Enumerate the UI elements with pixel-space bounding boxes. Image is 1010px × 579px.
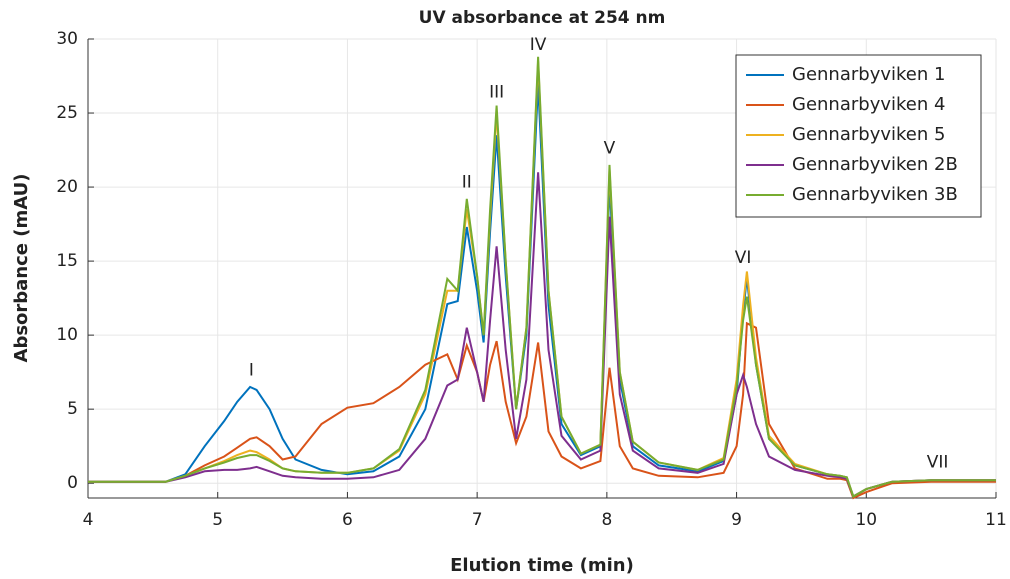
x-tick-label: 11 (985, 510, 1007, 530)
chart-title: UV absorbance at 254 nm (419, 8, 666, 28)
legend-label: Gennarbyviken 5 (792, 124, 945, 145)
series-line (88, 56, 996, 498)
x-tick-label: 8 (601, 510, 612, 530)
x-tick-label: 7 (472, 510, 483, 530)
peak-label: V (604, 139, 616, 159)
y-tick-label: 15 (56, 251, 78, 271)
peak-label: III (489, 82, 504, 102)
y-tick-label: 30 (56, 29, 78, 49)
x-axis-label: Elution time (min) (450, 555, 634, 576)
x-tick-label: 5 (212, 510, 223, 530)
y-tick-label: 25 (56, 103, 78, 123)
series-line (88, 321, 996, 500)
series-line (88, 172, 996, 498)
y-tick-label: 10 (56, 325, 78, 345)
peak-label: VI (735, 248, 752, 268)
legend-label: Gennarbyviken 2B (792, 154, 958, 175)
peak-label: I (249, 361, 254, 381)
y-tick-label: 20 (56, 177, 78, 197)
y-axis-label: Absorbance (mAU) (11, 174, 32, 363)
peak-label: VII (927, 452, 949, 472)
x-tick-label: 9 (731, 510, 742, 530)
x-tick-label: 10 (855, 510, 877, 530)
y-tick-label: 0 (67, 473, 78, 493)
y-tick-label: 5 (67, 399, 78, 419)
x-tick-label: 6 (342, 510, 353, 530)
peak-label: II (462, 173, 472, 193)
legend-label: Gennarbyviken 1 (792, 64, 945, 85)
x-tick-label: 4 (83, 510, 94, 530)
peak-label: IV (530, 35, 547, 55)
legend-label: Gennarbyviken 3B (792, 184, 958, 205)
legend-label: Gennarbyviken 4 (792, 94, 945, 115)
